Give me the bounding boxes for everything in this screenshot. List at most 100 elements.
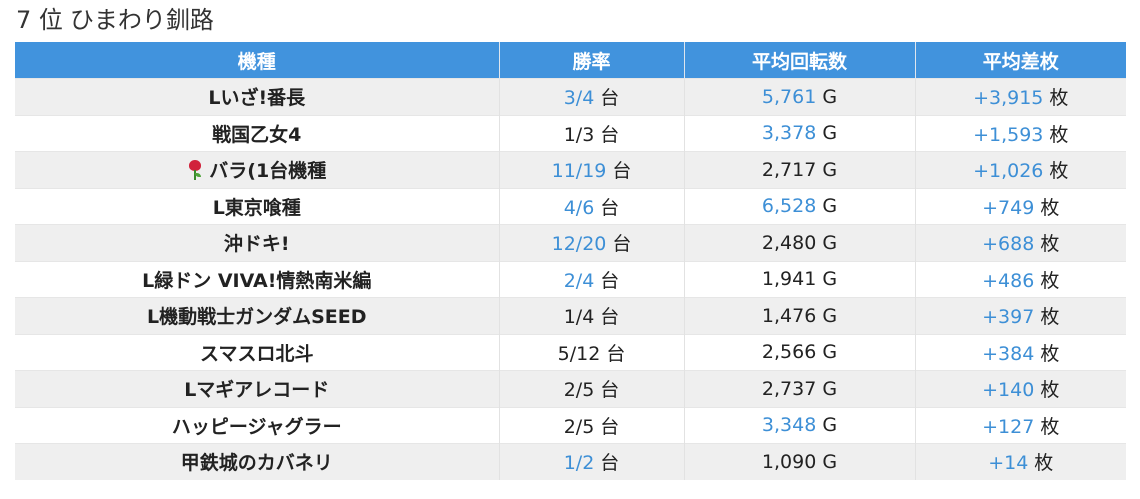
avg-diff-value[interactable]: +688 — [982, 233, 1035, 256]
avg-diff-unit: 枚 — [1040, 196, 1060, 219]
column-header-win-rate[interactable]: 勝率 — [499, 42, 685, 79]
column-header-avg-diff[interactable]: 平均差枚 — [915, 42, 1126, 79]
machine-name: L機動戦士ガンダムSEED — [146, 306, 367, 329]
table-header-row: 機種 勝率 平均回転数 平均差枚 — [15, 42, 1126, 79]
avg-spins-cell: 1,941 G — [684, 260, 916, 298]
avg-diff-value[interactable]: +486 — [982, 269, 1035, 292]
machine-name-cell[interactable]: 甲鉄城のカバネリ — [15, 443, 500, 480]
table-row[interactable]: Lマギアレコード 2/5 台 2,737 G +140 枚 — [15, 370, 1126, 407]
machine-name-cell[interactable]: スマスロ北斗 — [15, 333, 500, 371]
avg-diff-value[interactable]: +1,026 — [973, 160, 1044, 183]
win-rate-value[interactable]: 11/19 — [551, 160, 607, 183]
table-row[interactable]: バラ(1台機種 11/19 台 2,717 G +1,026 枚 — [15, 151, 1126, 188]
avg-spins-unit: G — [822, 85, 838, 108]
win-rate-unit: 台 — [600, 452, 620, 475]
win-rate-cell: 11/19 台 — [499, 151, 685, 188]
win-rate-cell: 4/6 台 — [499, 187, 685, 225]
avg-diff-cell: +1,026 枚 — [915, 151, 1126, 188]
avg-diff-unit: 枚 — [1040, 342, 1060, 365]
machine-name-cell[interactable]: バラ(1台機種 — [15, 151, 500, 188]
avg-diff-value[interactable]: +384 — [982, 342, 1035, 365]
machine-ranking-table: 機種 勝率 平均回転数 平均差枚 Lいざ!番長 3/4 台 5,761 G +3,915 枚… — [15, 42, 1126, 480]
avg-spins-unit: G — [822, 122, 838, 145]
table-row[interactable]: L緑ドン VIVA!情熱南米編 2/4 台 1,941 G +486 枚 — [15, 260, 1126, 298]
avg-spins-value: 2,480 — [761, 231, 817, 254]
avg-spins-value: 1,090 — [761, 450, 817, 473]
win-rate-unit: 台 — [600, 379, 620, 402]
rose-icon — [187, 160, 203, 181]
ranking-table-container: 機種 勝率 平均回転数 平均差枚 Lいざ!番長 3/4 台 5,761 G +3,915 枚… — [15, 42, 1126, 480]
win-rate-value[interactable]: 3/4 — [563, 87, 595, 110]
avg-diff-value[interactable]: +749 — [982, 196, 1035, 219]
avg-spins-cell: 6,528 G — [684, 187, 916, 225]
avg-diff-value[interactable]: +3,915 — [973, 87, 1044, 110]
avg-diff-value[interactable]: +397 — [982, 306, 1035, 329]
table-row[interactable]: L東京喰種 4/6 台 6,528 G +749 枚 — [15, 187, 1126, 225]
win-rate-unit: 台 — [600, 196, 620, 219]
machine-name-cell[interactable]: Lマギアレコード — [15, 370, 500, 407]
table-row[interactable]: L機動戦士ガンダムSEED 1/4 台 1,476 G +397 枚 — [15, 297, 1126, 334]
win-rate-unit: 台 — [600, 415, 620, 438]
win-rate-value: 2/5 — [563, 415, 595, 438]
avg-diff-cell: +486 枚 — [915, 260, 1126, 298]
avg-diff-unit: 枚 — [1040, 269, 1060, 292]
win-rate-value[interactable]: 2/4 — [563, 269, 595, 292]
store-name: ひまわり釧路 — [69, 6, 214, 34]
win-rate-unit: 台 — [600, 269, 620, 292]
table-row[interactable]: 沖ドキ! 12/20 台 2,480 G +688 枚 — [15, 224, 1126, 261]
avg-diff-unit: 枚 — [1049, 123, 1069, 146]
avg-diff-value[interactable]: +14 — [988, 452, 1029, 475]
avg-spins-unit: G — [822, 450, 838, 473]
avg-spins-unit: G — [822, 377, 838, 400]
column-header-machine[interactable]: 機種 — [15, 42, 500, 79]
avg-diff-cell: +1,593 枚 — [915, 114, 1126, 152]
machine-name-cell[interactable]: L東京喰種 — [15, 187, 500, 225]
avg-spins-value[interactable]: 6,528 — [761, 195, 817, 218]
win-rate-cell: 2/5 台 — [499, 406, 685, 444]
avg-spins-cell: 2,480 G — [684, 224, 916, 261]
avg-spins-unit: G — [822, 231, 838, 254]
win-rate-value[interactable]: 12/20 — [551, 233, 607, 256]
machine-name-cell[interactable]: 沖ドキ! — [15, 224, 500, 261]
win-rate-value: 1/3 — [563, 123, 595, 146]
rank-label: 7 位 — [16, 6, 63, 34]
machine-name: スマスロ北斗 — [200, 342, 314, 365]
table-row[interactable]: スマスロ北斗 5/12 台 2,566 G +384 枚 — [15, 333, 1126, 371]
machine-name-cell[interactable]: L機動戦士ガンダムSEED — [15, 297, 500, 334]
avg-spins-unit: G — [822, 304, 838, 327]
avg-diff-value[interactable]: +140 — [982, 379, 1035, 402]
machine-name-cell[interactable]: L緑ドン VIVA!情熱南米編 — [15, 260, 500, 298]
machine-name: L東京喰種 — [212, 196, 301, 219]
avg-spins-value: 1,476 — [761, 304, 817, 327]
table-row[interactable]: 甲鉄城のカバネリ 1/2 台 1,090 G +14 枚 — [15, 443, 1126, 480]
table-row[interactable]: ハッピージャグラー 2/5 台 3,348 G +127 枚 — [15, 406, 1126, 444]
column-header-avg-spins[interactable]: 平均回転数 — [684, 42, 916, 79]
avg-diff-cell: +140 枚 — [915, 370, 1126, 407]
avg-spins-value[interactable]: 3,348 — [761, 414, 817, 437]
win-rate-unit: 台 — [612, 233, 632, 256]
machine-name-cell[interactable]: Lいざ!番長 — [15, 78, 500, 115]
table-row[interactable]: 戦国乙女4 1/3 台 3,378 G +1,593 枚 — [15, 114, 1126, 152]
win-rate-value[interactable]: 1/2 — [563, 452, 595, 475]
machine-name: ハッピージャグラー — [171, 415, 342, 438]
win-rate-cell: 1/3 台 — [499, 114, 685, 152]
win-rate-value: 5/12 — [557, 342, 601, 365]
avg-diff-unit: 枚 — [1040, 415, 1060, 438]
avg-spins-cell: 1,476 G — [684, 297, 916, 334]
machine-name-cell[interactable]: ハッピージャグラー — [15, 406, 500, 444]
win-rate-value[interactable]: 4/6 — [563, 196, 595, 219]
machine-name: 甲鉄城のカバネリ — [180, 452, 333, 475]
avg-diff-cell: +688 枚 — [915, 224, 1126, 261]
avg-spins-value: 2,737 — [761, 377, 817, 400]
avg-spins-unit: G — [822, 341, 838, 364]
avg-diff-cell: +397 枚 — [915, 297, 1126, 334]
avg-diff-value[interactable]: +127 — [982, 415, 1035, 438]
avg-spins-value[interactable]: 3,378 — [761, 122, 817, 145]
avg-diff-value[interactable]: +1,593 — [973, 123, 1044, 146]
win-rate-cell: 3/4 台 — [499, 78, 685, 115]
avg-spins-value: 1,941 — [761, 268, 817, 291]
machine-name-cell[interactable]: 戦国乙女4 — [15, 114, 500, 152]
avg-spins-value[interactable]: 5,761 — [761, 85, 817, 108]
win-rate-cell: 1/4 台 — [499, 297, 685, 334]
table-row[interactable]: Lいざ!番長 3/4 台 5,761 G +3,915 枚 — [15, 78, 1126, 115]
